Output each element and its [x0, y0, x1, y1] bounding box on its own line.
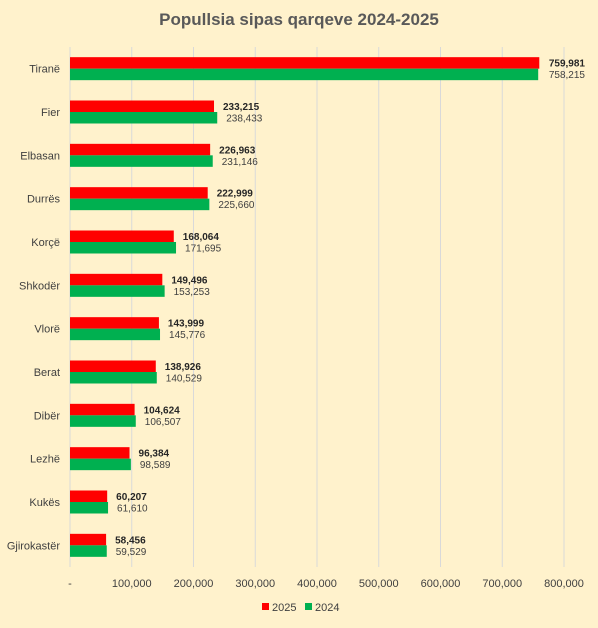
bar-2025 — [70, 360, 156, 372]
data-label-2024: 98,589 — [140, 460, 171, 471]
category-label: Elbasan — [20, 150, 60, 162]
bar-2025 — [70, 490, 108, 502]
x-tick-label: 500,000 — [359, 578, 399, 590]
bar-2024 — [70, 545, 107, 557]
data-label-2024: 140,529 — [166, 374, 203, 385]
data-label-2025: 96,384 — [139, 449, 170, 460]
bar-2024 — [70, 502, 109, 514]
bar-2025 — [70, 403, 135, 416]
bar-2024 — [70, 328, 161, 341]
legend-label-2025: 2025 — [272, 602, 296, 614]
category-label: Dibër — [34, 410, 61, 422]
x-tick-label: 100,000 — [112, 578, 152, 590]
legend-swatch-2025 — [262, 603, 269, 610]
bar-2025 — [70, 317, 159, 329]
category-label: Tiranë — [29, 64, 60, 76]
bar-2024 — [70, 285, 165, 297]
data-label-2024: 231,146 — [222, 157, 259, 168]
bar-2024 — [70, 415, 136, 427]
bar-2025 — [70, 533, 107, 546]
category-label: Shkodër — [19, 280, 60, 292]
category-label: Korçë — [31, 237, 60, 249]
data-label-2025: 60,207 — [116, 492, 147, 503]
data-label-2024: 59,529 — [116, 547, 147, 558]
bar-2024 — [70, 372, 157, 384]
legend-swatch-2024 — [305, 603, 312, 610]
bar-2024 — [70, 198, 210, 211]
gridlines — [69, 47, 565, 567]
data-label-2024: 758,215 — [549, 70, 586, 81]
data-label-2025: 226,963 — [219, 145, 256, 156]
data-label-2025: 233,215 — [223, 102, 260, 113]
bar-2024 — [70, 242, 177, 254]
category-label: Fier — [41, 107, 60, 119]
category-label: Lezhë — [30, 454, 60, 466]
category-label: Vlorë — [34, 324, 60, 336]
data-label-2024: 238,433 — [226, 114, 263, 125]
data-label-2024: 171,695 — [185, 244, 222, 255]
category-label: Durrës — [27, 194, 61, 206]
category-label: Berat — [34, 367, 60, 379]
data-label-2025: 138,926 — [165, 362, 202, 373]
data-label-2025: 168,064 — [183, 232, 220, 243]
data-label-2024: 145,776 — [169, 330, 206, 341]
bar-2024 — [70, 155, 213, 167]
bar-2024 — [70, 68, 539, 81]
bars — [70, 57, 540, 557]
bar-2025 — [70, 273, 163, 286]
bar-2025 — [70, 143, 211, 156]
data-label-2024: 153,253 — [174, 287, 211, 298]
x-axis-tick-labels: - 100,000 200,000 300,000 400,000 500,000 600,… — [68, 578, 584, 590]
category-labels: Tiranë Fier Elbasan Durrës Korçë Shkodër Vlorë… — [7, 64, 61, 553]
data-label-2025: 143,999 — [168, 319, 205, 330]
category-label: Gjirokastër — [7, 540, 61, 552]
category-label: Kukës — [29, 497, 60, 509]
x-tick-label: 800,000 — [544, 578, 584, 590]
x-tick-label: 400,000 — [297, 578, 337, 590]
legend: 2025 2024 — [262, 602, 339, 614]
data-label-2024: 225,660 — [218, 200, 255, 211]
bar-2025 — [70, 230, 174, 242]
data-label-2025: 104,624 — [144, 405, 181, 416]
data-label-2025: 222,999 — [217, 189, 254, 200]
x-tick-label: - — [68, 578, 72, 590]
data-label-2024: 61,610 — [117, 504, 148, 515]
bar-2025 — [70, 187, 208, 199]
x-tick-label: 200,000 — [174, 578, 214, 590]
bar-2025 — [70, 57, 540, 69]
x-tick-label: 600,000 — [421, 578, 461, 590]
bar-2024 — [70, 458, 131, 471]
bar-2025 — [70, 100, 215, 112]
bar-2024 — [70, 112, 218, 124]
data-label-2025: 58,456 — [115, 535, 146, 546]
legend-label-2024: 2024 — [315, 602, 339, 614]
chart-title: Popullsia sipas qarqeve 2024-2025 — [159, 10, 439, 29]
data-label-2025: 149,496 — [171, 275, 208, 286]
data-label-2025: 759,981 — [549, 59, 586, 70]
data-label-2024: 106,507 — [145, 417, 182, 428]
x-tick-label: 300,000 — [235, 578, 275, 590]
x-tick-label: 700,000 — [482, 578, 522, 590]
bar-2025 — [70, 447, 130, 459]
